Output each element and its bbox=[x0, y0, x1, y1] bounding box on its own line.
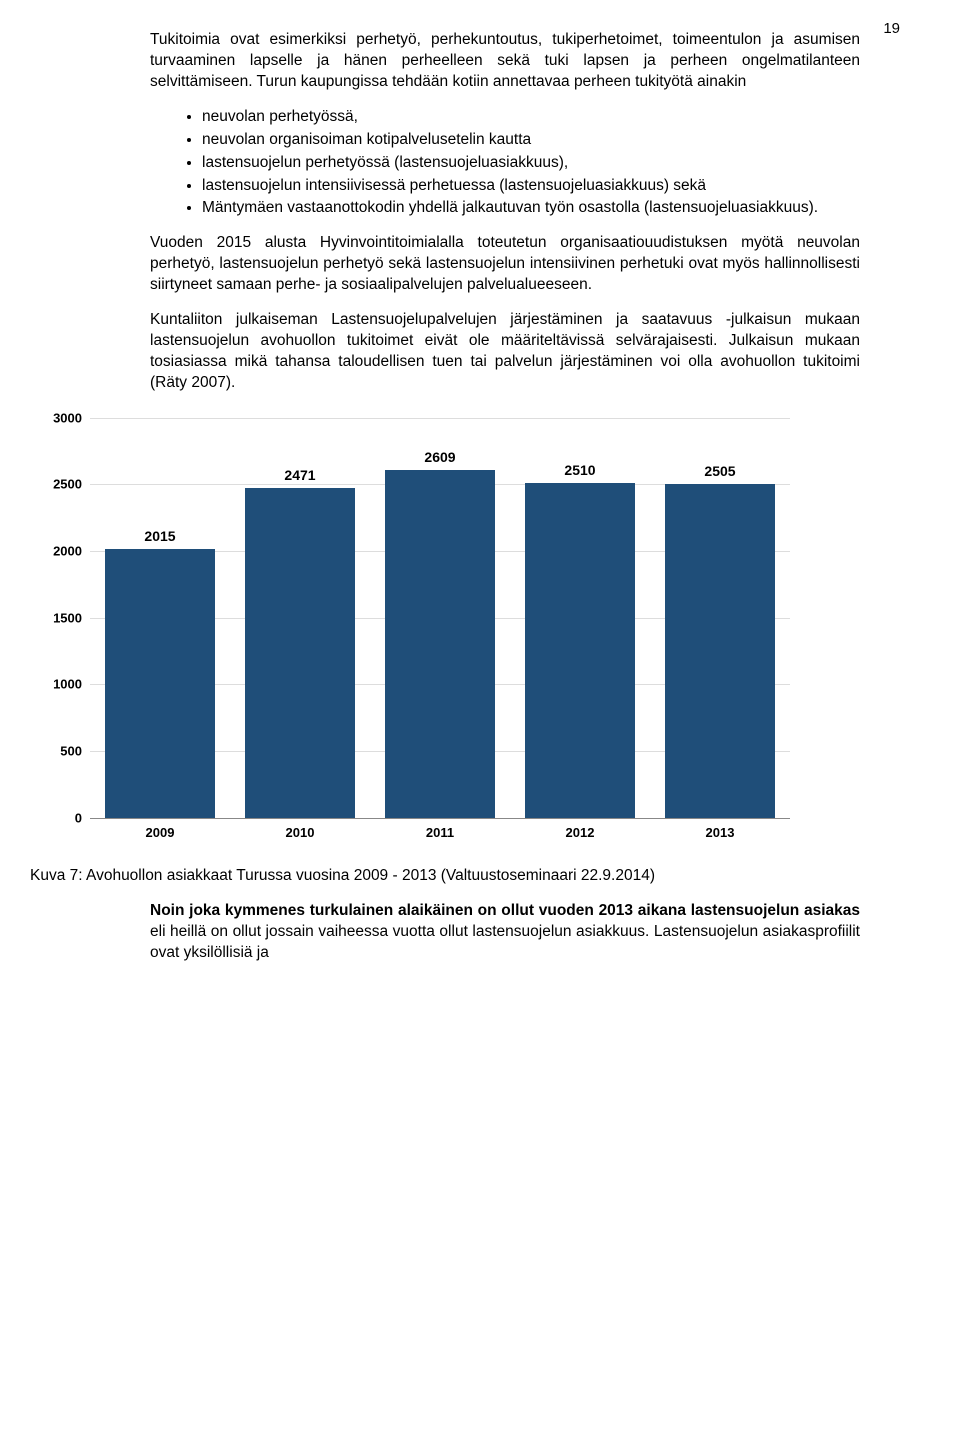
chart-y-tick-label: 2500 bbox=[40, 477, 82, 492]
bar-chart: 0 500 1000 1500 2000 2500 3000 2015 2009 2471 2010… bbox=[30, 408, 810, 848]
chart-y-tick-label: 3000 bbox=[40, 410, 82, 425]
chart-gridline bbox=[90, 418, 790, 419]
chart-bar bbox=[105, 549, 214, 818]
chart-bar-value-label: 2471 bbox=[250, 467, 350, 483]
chart-bar-value-label: 2609 bbox=[390, 449, 490, 465]
paragraph-4-rest: eli heillä on ollut jossain vaiheessa vu… bbox=[150, 923, 860, 961]
chart-x-tick-label: 2012 bbox=[540, 825, 620, 840]
chart-y-tick-label: 0 bbox=[40, 810, 82, 825]
document-page: 19 Tukitoimia ovat esimerkiksi perhetyö,… bbox=[0, 0, 960, 1432]
chart-x-tick-label: 2013 bbox=[680, 825, 760, 840]
paragraph-1: Tukitoimia ovat esimerkiksi perhetyö, pe… bbox=[150, 30, 860, 93]
chart-x-tick-label: 2010 bbox=[260, 825, 340, 840]
chart-x-tick-label: 2009 bbox=[120, 825, 200, 840]
chart-caption: Kuva 7: Avohuollon asiakkaat Turussa vuo… bbox=[30, 866, 860, 887]
list-item: lastensuojelun intensiivisessä perhetues… bbox=[202, 176, 860, 197]
chart-y-tick-label: 1500 bbox=[40, 610, 82, 625]
chart-bar bbox=[385, 470, 494, 818]
chart-x-tick-label: 2011 bbox=[400, 825, 480, 840]
chart-bar-value-label: 2505 bbox=[670, 463, 770, 479]
chart-plot-area: 0500100015002000250030002015200924712010… bbox=[90, 418, 790, 819]
list-item: lastensuojelun perhetyössä (lastensuojel… bbox=[202, 153, 860, 174]
chart-bar bbox=[525, 483, 634, 818]
chart-y-tick-label: 1000 bbox=[40, 677, 82, 692]
paragraph-2: Vuoden 2015 alusta Hyvinvointitoimialall… bbox=[150, 233, 860, 296]
chart-bar bbox=[665, 484, 774, 818]
chart-bar-value-label: 2015 bbox=[110, 528, 210, 544]
chart-y-tick-label: 2000 bbox=[40, 544, 82, 559]
paragraph-4-bold: Noin joka kymmenes turkulainen alaikäine… bbox=[150, 902, 860, 919]
page-number: 19 bbox=[883, 20, 900, 37]
paragraph-3: Kuntaliiton julkaiseman Lastensuojelupal… bbox=[150, 310, 860, 394]
chart-y-tick-label: 500 bbox=[40, 744, 82, 759]
list-item: neuvolan organisoiman kotipalvelusetelin… bbox=[202, 130, 860, 151]
list-item: Mäntymäen vastaanottokodin yhdellä jalka… bbox=[202, 198, 860, 219]
list-item: neuvolan perhetyössä, bbox=[202, 107, 860, 128]
paragraph-4: Noin joka kymmenes turkulainen alaikäine… bbox=[150, 901, 860, 964]
bullet-list: neuvolan perhetyössä, neuvolan organisoi… bbox=[150, 107, 860, 220]
chart-container: 0 500 1000 1500 2000 2500 3000 2015 2009 2471 2010… bbox=[30, 408, 860, 848]
chart-bar-value-label: 2510 bbox=[530, 462, 630, 478]
chart-bar bbox=[245, 488, 354, 817]
